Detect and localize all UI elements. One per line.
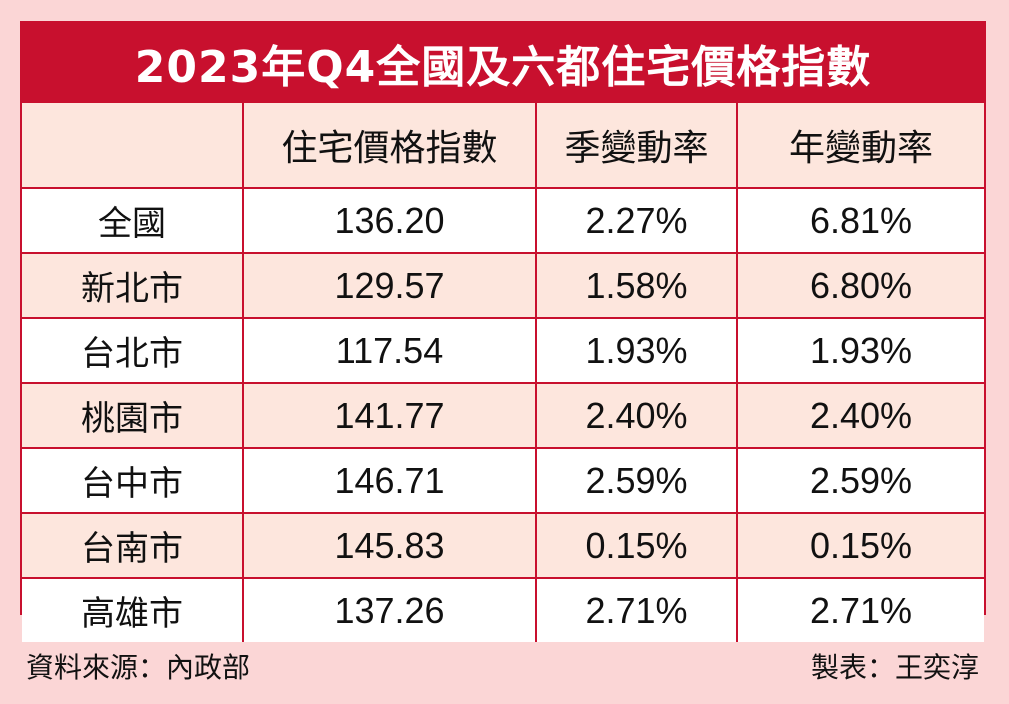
index-cell: 117.54 [242, 317, 536, 383]
header-cell-index: 住宅價格指數 [242, 103, 536, 188]
index-cell: 136.20 [242, 187, 536, 253]
yoy-cell: 2.71% [736, 577, 984, 642]
yoy-cell: 6.81% [736, 187, 984, 253]
qoq-cell: 2.40% [535, 382, 737, 448]
table-row: 全國 136.20 2.27% 6.81% [22, 187, 984, 253]
index-cell: 141.77 [242, 382, 536, 448]
region-cell: 台南市 [22, 512, 243, 578]
header-cell-qoq: 季變動率 [535, 103, 737, 188]
header-cell-region [22, 103, 243, 188]
table-row: 台南市 145.83 0.15% 0.15% [22, 512, 984, 578]
region-cell: 桃園市 [22, 382, 243, 448]
index-cell: 137.26 [242, 577, 536, 642]
table-frame: 2023年Q4全國及六都住宅價格指數 住宅價格指數 季變動率 年變動率 全國 1… [20, 21, 986, 642]
qoq-cell: 2.27% [535, 187, 737, 253]
qoq-cell: 2.59% [535, 447, 737, 513]
index-cell: 146.71 [242, 447, 536, 513]
qoq-cell: 2.71% [535, 577, 737, 642]
chart-title: 2023年Q4全國及六都住宅價格指數 [22, 23, 984, 103]
region-cell: 高雄市 [22, 577, 243, 642]
maker-credit: 製表：王奕淳 [810, 651, 979, 684]
table-row: 桃園市 141.77 2.40% 2.40% [22, 382, 984, 448]
qoq-cell: 0.15% [535, 512, 737, 578]
table-row: 高雄市 137.26 2.71% 2.71% [22, 577, 984, 642]
index-cell: 145.83 [242, 512, 536, 578]
table-row: 台中市 146.71 2.59% 2.59% [22, 447, 984, 513]
table-row: 新北市 129.57 1.58% 6.80% [22, 252, 984, 318]
yoy-cell: 6.80% [736, 252, 984, 318]
region-cell: 全國 [22, 187, 243, 253]
qoq-cell: 1.58% [535, 252, 737, 318]
yoy-cell: 0.15% [736, 512, 984, 578]
yoy-cell: 2.40% [736, 382, 984, 448]
region-cell: 新北市 [22, 252, 243, 318]
region-cell: 台中市 [22, 447, 243, 513]
index-cell: 129.57 [242, 252, 536, 318]
source-note: 資料來源：內政部 [26, 651, 251, 684]
data-table: 住宅價格指數 季變動率 年變動率 全國 136.20 2.27% 6.81% 新… [22, 103, 984, 642]
yoy-cell: 1.93% [736, 317, 984, 383]
header-cell-yoy: 年變動率 [736, 103, 984, 188]
qoq-cell: 1.93% [535, 317, 737, 383]
header-row: 住宅價格指數 季變動率 年變動率 [22, 103, 984, 188]
yoy-cell: 2.59% [736, 447, 984, 513]
table-row: 台北市 117.54 1.93% 1.93% [22, 317, 984, 383]
region-cell: 台北市 [22, 317, 243, 383]
